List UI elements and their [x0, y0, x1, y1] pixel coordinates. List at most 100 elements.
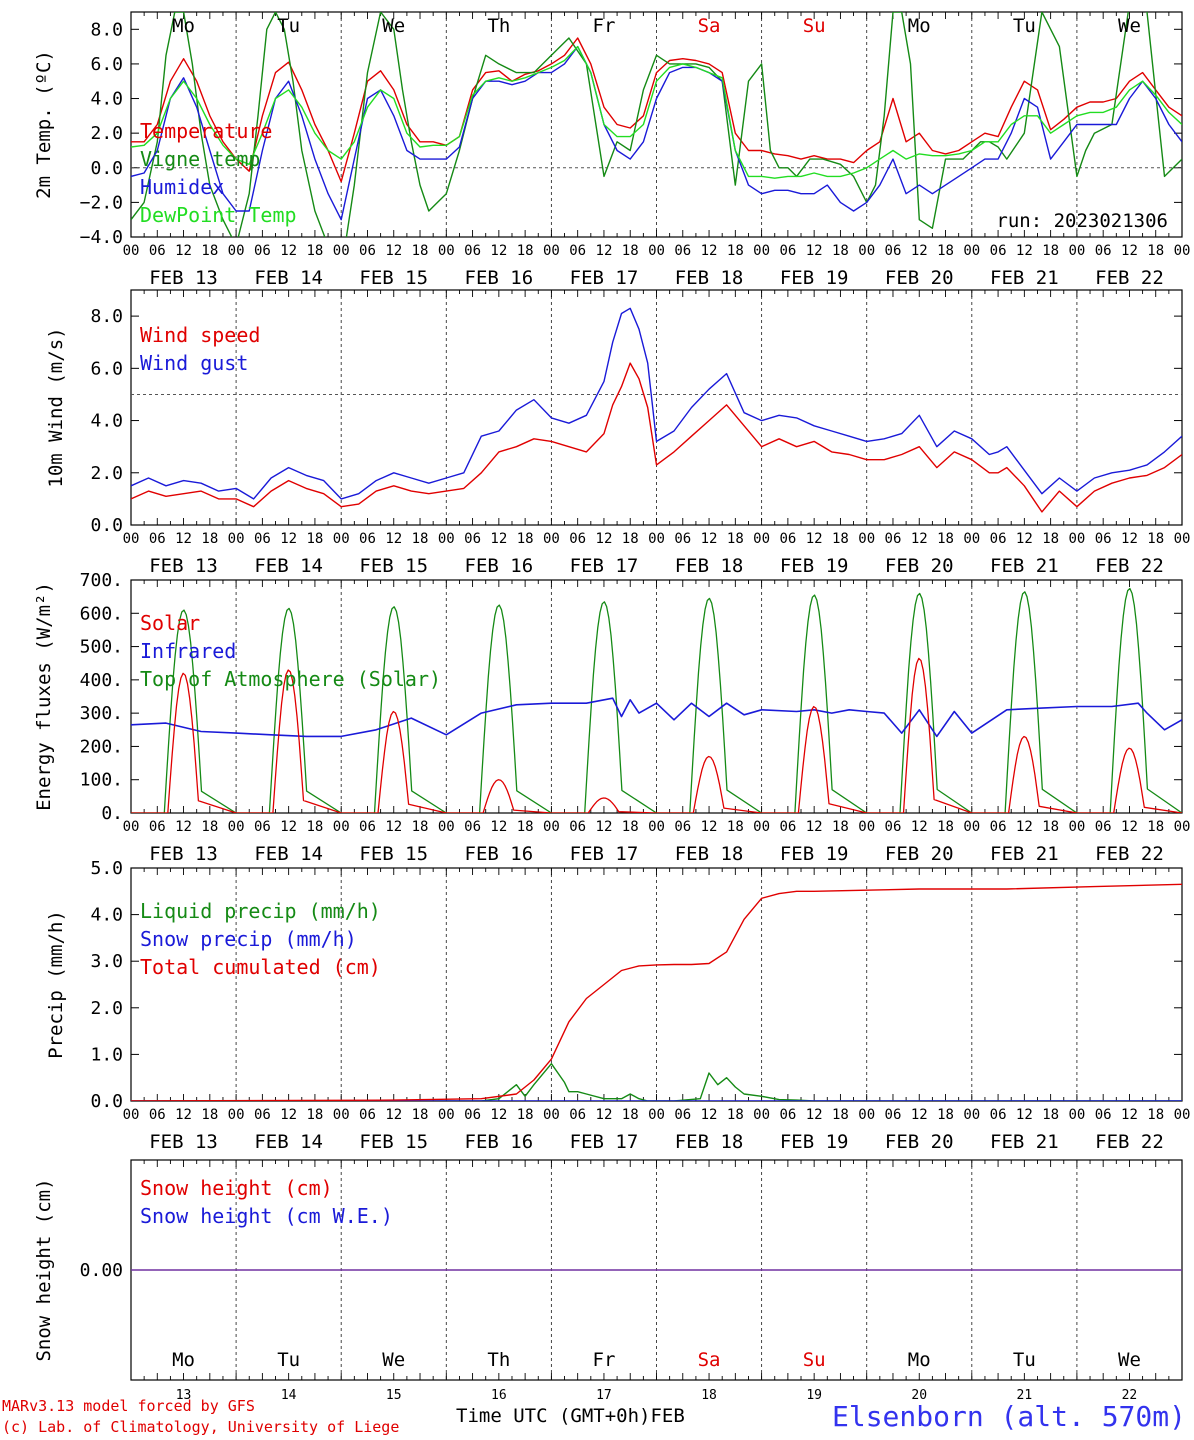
- y-tick-label: 0.0: [90, 515, 123, 536]
- hour-tick-label: 18: [306, 819, 323, 835]
- hour-tick-label: 12: [596, 1107, 613, 1123]
- hour-tick-label: 00: [753, 531, 770, 547]
- hour-tick-label: 12: [280, 531, 297, 547]
- model-credit: MARv3.13 model forced by GFS: [2, 1397, 255, 1415]
- date-label: FEB 22: [1095, 555, 1164, 577]
- hour-tick-label: 00: [438, 1107, 455, 1123]
- date-label: FEB 13: [149, 555, 218, 577]
- date-label: FEB 14: [254, 555, 323, 577]
- date-label: FEB 20: [885, 267, 954, 289]
- hour-tick-label: 12: [701, 531, 718, 547]
- hour-tick-label: 18: [1147, 243, 1164, 259]
- date-label: FEB 13: [149, 843, 218, 865]
- y-tick-label: 500.: [80, 637, 123, 658]
- legend-entry: Liquid precip (mm/h): [140, 899, 381, 923]
- hour-tick-label: 18: [727, 1107, 744, 1123]
- hour-tick-label: 00: [963, 819, 980, 835]
- day-name-bottom: Fr: [593, 1349, 616, 1371]
- legend-entry: Solar: [140, 611, 200, 635]
- y-tick-label: 5.0: [90, 858, 123, 879]
- hour-tick-label: 12: [490, 531, 507, 547]
- day-name-bottom: Tu: [1013, 1349, 1036, 1371]
- date-label: FEB 19: [780, 267, 849, 289]
- hour-tick-label: 06: [885, 243, 902, 259]
- date-label: FEB 16: [465, 1131, 534, 1153]
- y-axis-title: 2m Temp. (ºC): [33, 50, 55, 199]
- hour-tick-label: 12: [806, 243, 823, 259]
- date-label: FEB 18: [675, 1131, 744, 1153]
- hour-tick-label: 06: [674, 243, 691, 259]
- hour-tick-label: 18: [1042, 531, 1059, 547]
- y-tick-label: 100.: [80, 770, 123, 791]
- hour-tick-label: 18: [306, 243, 323, 259]
- date-label: FEB 16: [465, 843, 534, 865]
- hour-tick-label: 06: [254, 1107, 271, 1123]
- legend-entry: Vigne temp: [140, 147, 260, 171]
- hour-tick-label: 06: [885, 819, 902, 835]
- hour-tick-label: 00: [1174, 1107, 1191, 1123]
- hour-tick-label: 18: [201, 243, 218, 259]
- hour-tick-label: 00: [228, 243, 245, 259]
- day-name-bottom: Mo: [172, 1349, 195, 1371]
- hour-tick-label: 12: [911, 531, 928, 547]
- y-tick-label: 8.0: [90, 19, 123, 40]
- hour-tick-label: 12: [806, 1107, 823, 1123]
- hour-tick-label: 12: [175, 819, 192, 835]
- hour-tick-label: 06: [990, 531, 1007, 547]
- date-label: FEB 20: [885, 555, 954, 577]
- series-line: [131, 1062, 1182, 1101]
- hour-tick-label: 18: [201, 531, 218, 547]
- y-axis-title: 10m Wind (m/s): [45, 327, 67, 487]
- date-label: FEB 15: [359, 843, 428, 865]
- hour-tick-label: 06: [885, 1107, 902, 1123]
- hour-tick-label: 00: [438, 243, 455, 259]
- y-tick-label: 700.: [80, 570, 123, 591]
- hour-tick-label: 18: [1042, 243, 1059, 259]
- day-name-top: Tu: [1013, 15, 1036, 37]
- day-name-top: Sa: [698, 15, 721, 37]
- hour-tick-label: 00: [333, 243, 350, 259]
- hour-tick-label: 12: [1121, 243, 1138, 259]
- hour-tick-label: 06: [359, 1107, 376, 1123]
- hour-tick-label: 06: [1095, 531, 1112, 547]
- hour-tick-label: 18: [832, 1107, 849, 1123]
- hour-tick-label: 00: [753, 1107, 770, 1123]
- time-axis-label: Time UTC (GMT+0h)FEB: [456, 1405, 685, 1427]
- date-label: FEB 19: [780, 1131, 849, 1153]
- hour-tick-label: 06: [885, 531, 902, 547]
- y-tick-label: 6.0: [90, 358, 123, 379]
- hour-tick-label: 00: [123, 531, 140, 547]
- hour-tick-label: 06: [779, 531, 796, 547]
- date-label: FEB 14: [254, 843, 323, 865]
- hour-tick-label: 00: [543, 819, 560, 835]
- hour-tick-label: 12: [1121, 819, 1138, 835]
- y-axis-title: Snow height (cm): [33, 1178, 55, 1361]
- day-number: 20: [911, 1388, 927, 1403]
- hour-tick-label: 06: [254, 531, 271, 547]
- hour-tick-label: 00: [333, 819, 350, 835]
- hour-tick-label: 12: [806, 531, 823, 547]
- y-tick-label: 0.00: [80, 1260, 123, 1281]
- hour-tick-label: 18: [622, 531, 639, 547]
- date-label: FEB 15: [359, 555, 428, 577]
- hour-tick-label: 00: [123, 819, 140, 835]
- hour-tick-label: 06: [674, 819, 691, 835]
- hour-tick-label: 12: [280, 243, 297, 259]
- hour-tick-label: 18: [306, 1107, 323, 1123]
- date-label: FEB 14: [254, 1131, 323, 1153]
- solar-line: [131, 657, 1182, 813]
- series-line: [131, 12, 1182, 237]
- day-number: 13: [176, 1388, 192, 1403]
- hour-tick-label: 00: [228, 531, 245, 547]
- hour-tick-label: 00: [1068, 1107, 1085, 1123]
- date-label: FEB 18: [675, 267, 744, 289]
- hour-tick-label: 06: [569, 243, 586, 259]
- hour-tick-label: 00: [543, 531, 560, 547]
- hour-tick-label: 00: [543, 243, 560, 259]
- hour-tick-label: 00: [1068, 531, 1085, 547]
- date-label: FEB 16: [465, 555, 534, 577]
- date-label: FEB 20: [885, 843, 954, 865]
- series-line: [131, 697, 1182, 738]
- day-name-top: We: [382, 15, 405, 37]
- legend-entry: Total cumulated (cm): [140, 955, 381, 979]
